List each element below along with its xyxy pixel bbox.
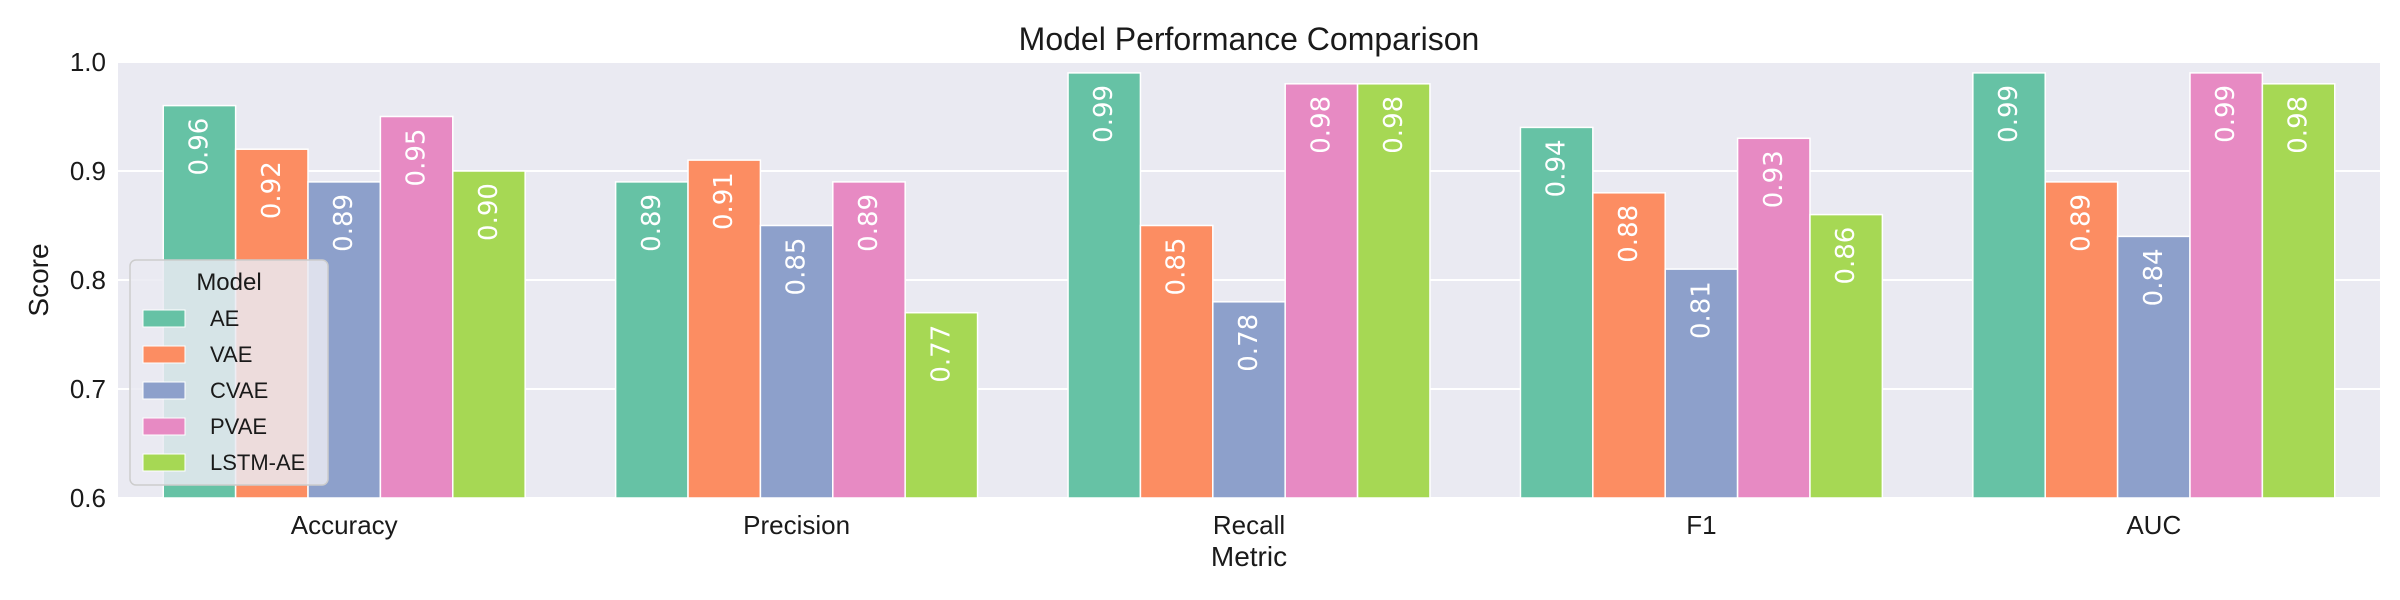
x-tick-labels: Accuracy Precision Recall F1 AUC [291, 510, 2182, 540]
legend-swatch [142, 345, 186, 364]
legend-entry-label: LSTM-AE [210, 450, 305, 475]
bar-value-label: 0.86 [1831, 227, 1861, 285]
bar [1212, 301, 1286, 499]
bar [1736, 137, 1811, 499]
bar-value-label: 0.94 [1542, 139, 1572, 197]
bar-value-label: 0.98 [2284, 96, 2314, 154]
x-tick-label: AUC [2126, 510, 2181, 540]
bar [1067, 72, 1142, 499]
legend-swatch [142, 453, 186, 472]
bar [1664, 268, 1739, 499]
bar [1356, 83, 1431, 499]
bar-value-label: 0.89 [637, 194, 667, 252]
bar-labels: 0.96 0.92 0.89 0.95 0.90 0.89 0.91 0.85 0.89 0.77… [184, 85, 2313, 383]
legend-swatch [142, 417, 186, 436]
legend-swatch [142, 309, 186, 328]
bar-value-label: 0.89 [329, 194, 359, 252]
y-tick-label: 0.6 [70, 483, 106, 513]
y-tick-label: 0.9 [70, 156, 106, 186]
legend-entry-label: AE [210, 306, 239, 331]
x-tick-label: Recall [1213, 510, 1285, 540]
bar-value-label: 0.98 [1306, 96, 1336, 154]
bar-value-label: 0.85 [782, 238, 812, 296]
bar-value-label: 0.93 [1759, 150, 1789, 208]
bar [452, 170, 526, 499]
legend-title: Model [196, 269, 261, 296]
bar [1284, 83, 1359, 499]
bar [1972, 72, 2046, 499]
bar-value-label: 0.90 [474, 183, 504, 241]
bar [1139, 224, 1214, 499]
bar-value-label: 0.89 [854, 194, 884, 252]
bar [1592, 192, 1666, 499]
legend-entry-label: CVAE [210, 378, 268, 403]
bar-value-label: 0.92 [257, 161, 287, 219]
bar [904, 311, 979, 499]
bar-value-label: 0.99 [1089, 85, 1119, 143]
bar-value-label: 0.98 [1379, 96, 1409, 154]
y-tick-label: 0.7 [70, 374, 106, 404]
x-tick-label: F1 [1686, 510, 1716, 540]
bar-value-label: 0.81 [1686, 281, 1716, 339]
bar [2116, 235, 2191, 499]
bar-value-label: 0.84 [2139, 248, 2169, 306]
bar [2044, 181, 2119, 499]
chart-title: Model Performance Comparison [1019, 21, 1480, 57]
legend-entry-label: PVAE [210, 414, 267, 439]
bar [1519, 126, 1594, 499]
bar [832, 181, 906, 499]
bar-value-label: 0.99 [2211, 85, 2241, 143]
bar-value-label: 0.89 [2066, 194, 2096, 252]
bar-value-label: 0.77 [926, 325, 956, 383]
y-tick-label: 0.8 [70, 265, 106, 295]
x-tick-label: Precision [743, 510, 850, 540]
bar-value-label: 0.78 [1234, 314, 1264, 372]
bar-value-label: 0.88 [1614, 205, 1644, 263]
y-tick-label: 1.0 [70, 47, 106, 77]
bar [2189, 72, 2264, 499]
bar [2261, 83, 2336, 499]
legend: Model AE VAE CVAE PVAE LSTM-AE [129, 259, 329, 486]
x-tick-label: Accuracy [291, 510, 398, 540]
bar-value-label: 0.95 [402, 129, 432, 187]
y-tick-labels: 0.6 0.7 0.8 0.9 1.0 [70, 47, 106, 513]
legend-swatch [142, 381, 186, 400]
bar [687, 159, 762, 499]
bar [1809, 213, 1884, 499]
bar-value-label: 0.99 [1994, 85, 2024, 143]
bar-value-label: 0.85 [1162, 238, 1192, 296]
y-axis-title: Score [23, 243, 54, 316]
legend-entry-label: VAE [210, 342, 252, 367]
bar-value-label: 0.91 [709, 172, 739, 230]
bar [759, 224, 834, 499]
bar [614, 181, 689, 499]
bar-value-label: 0.96 [184, 118, 214, 176]
x-axis-title: Metric [1211, 541, 1287, 572]
